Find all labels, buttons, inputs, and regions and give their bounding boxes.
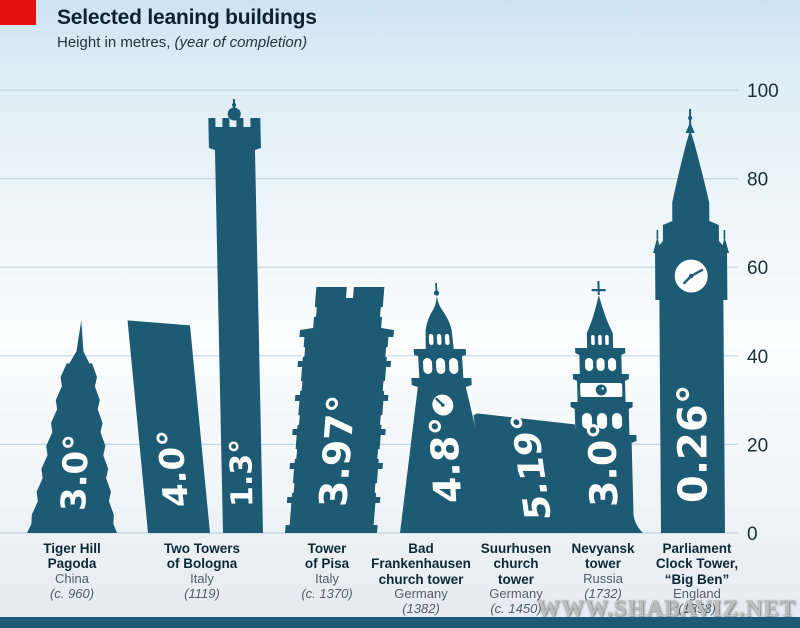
building-name: Tower of Pisa (304, 541, 350, 572)
building-year: (1858) (678, 600, 716, 616)
page-title: Selected leaning buildings (57, 6, 317, 29)
y-tick-label: 0 (747, 524, 758, 545)
tower-pagoda: 3.0° (27, 320, 117, 533)
lean-angle-label: 3.0° (580, 421, 626, 507)
building-year: (c. 1450) (490, 600, 542, 616)
building-country: Germany (489, 586, 543, 602)
building-year: (1119) (184, 585, 220, 601)
building-label: Suurhusen church tower Germany (c. 1450) (450, 541, 582, 617)
subtitle-year-note: (year of completion) (174, 34, 308, 51)
building-country: China (55, 570, 89, 586)
y-tick-label: 40 (747, 347, 768, 368)
tower-pisa: 3.97° (285, 287, 394, 533)
building-name: Two Towers of Bologna (163, 541, 240, 572)
y-tick-label: 80 (747, 170, 768, 191)
building-labels: Tiger Hill Pagoda China (c. 960) Two Towers… (0, 541, 800, 617)
tower-garisenda: 4.0° (127, 320, 210, 533)
building-year: (1382) (402, 600, 440, 616)
building-year: (c. 1370) (301, 585, 353, 601)
building-country: England (673, 586, 721, 602)
tower-bigben: 0.26° (653, 109, 730, 533)
y-tick-label: 100 (747, 81, 779, 102)
building-country: Germany (394, 586, 448, 602)
building-name: Tiger Hill Pagoda (43, 541, 101, 572)
building-country: Italy (315, 570, 339, 586)
lean-angle-label: 0.26° (670, 384, 717, 503)
y-tick-label: 20 (747, 435, 768, 456)
building-year: (1732) (584, 585, 622, 601)
lean-angle-label: 3.0° (54, 434, 97, 511)
building-label: Parliament Clock Tower, “Big Ben” England… (631, 541, 763, 617)
building-name: Suurhusen church tower (480, 541, 552, 587)
building-label: Tiger Hill Pagoda China (c. 960) (6, 541, 138, 601)
building-name: Nevyansk tower (571, 541, 635, 572)
y-tick-label: 60 (747, 258, 768, 279)
watermark: WWW.SHABAVIZ.NET (537, 596, 796, 621)
building-label: Nevyansk tower Russia (1732) (537, 541, 669, 601)
chart-subtitle: Height in metres, (year of completion) (57, 34, 307, 51)
building-name: Parliament Clock Tower, “Big Ben” (655, 541, 739, 587)
tower-nevyansk: 3.0° (567, 281, 643, 533)
tower-suurhusen: 5.19° (473, 413, 590, 533)
subtitle-prefix: Height in metres, (57, 34, 175, 51)
building-country: Russia (583, 570, 623, 586)
building-country: Italy (190, 570, 214, 586)
footer-bar (0, 617, 800, 628)
building-label: Bad Frankenhausen church tower Germany (13… (355, 541, 487, 617)
lean-angle-label: 1.3° (224, 439, 260, 507)
tower-asinelli: 1.3° (208, 99, 263, 533)
building-name: Bad Frankenhausen church tower (371, 541, 471, 587)
tower-frankenhausen: 4.8° (400, 283, 500, 533)
red-accent-tab (0, 0, 36, 25)
lean-angle-label: 4.8° (422, 417, 471, 503)
lean-angle-label: 4.0° (150, 430, 197, 507)
building-year: (c. 960) (49, 585, 95, 601)
building-label: Two Towers of Bologna Italy (1119) (136, 541, 268, 601)
lean-angle-label: 3.97° (311, 394, 364, 507)
building-label: Tower of Pisa Italy (c. 1370) (261, 541, 393, 601)
